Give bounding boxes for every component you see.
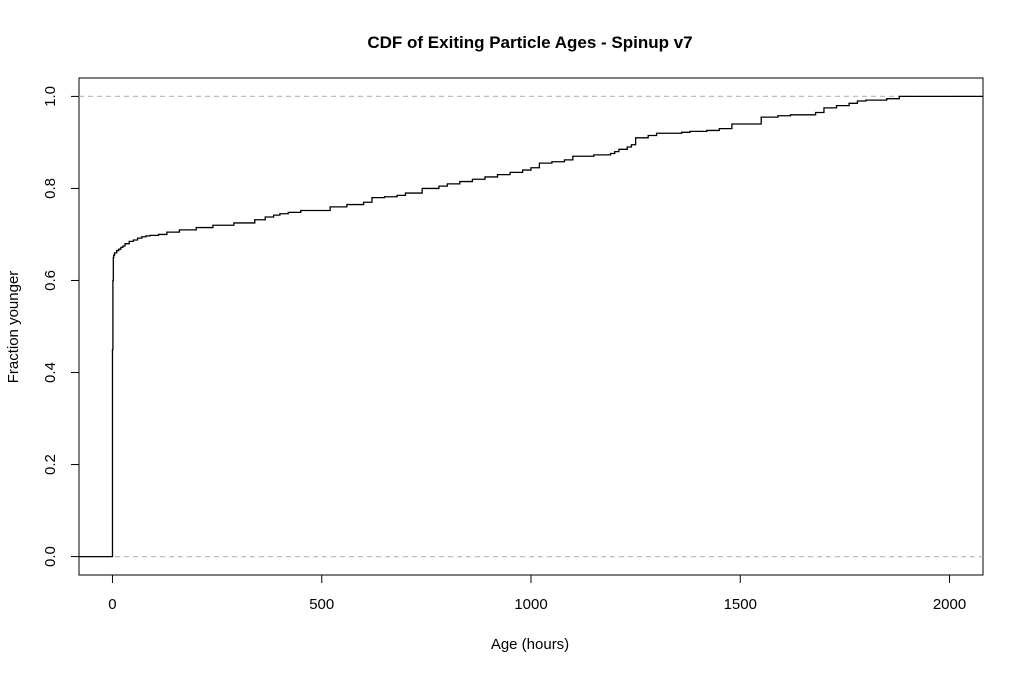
y-axis: 0.0 0.2 0.4 0.6 0.8 1.0 <box>42 86 79 567</box>
x-axis: 0 500 1000 1500 2000 <box>108 575 966 613</box>
cdf-series-line-0 <box>79 95 983 558</box>
series-layer <box>79 95 983 558</box>
plot-frame <box>78 77 984 576</box>
reference-lines <box>79 95 983 558</box>
y-axis-label: Fraction younger <box>5 271 22 384</box>
x-axis-label: Age (hours) <box>491 636 569 653</box>
x-tick-label: 1000 <box>514 596 547 613</box>
y-tick-label: 1.0 <box>42 86 59 107</box>
x-tick-label: 0 <box>108 596 116 613</box>
chart-title: CDF of Exiting Particle Ages - Spinup v7 <box>367 33 692 52</box>
y-tick-label: 0.4 <box>42 362 59 383</box>
y-tick-label: 0.0 <box>42 546 59 567</box>
x-tick-label: 1500 <box>724 596 757 613</box>
y-tick-label: 0.6 <box>42 270 59 291</box>
x-tick-label: 500 <box>309 596 334 613</box>
x-tick-label: 2000 <box>933 596 966 613</box>
y-tick-label: 0.2 <box>42 454 59 475</box>
y-tick-label: 0.8 <box>42 178 59 199</box>
